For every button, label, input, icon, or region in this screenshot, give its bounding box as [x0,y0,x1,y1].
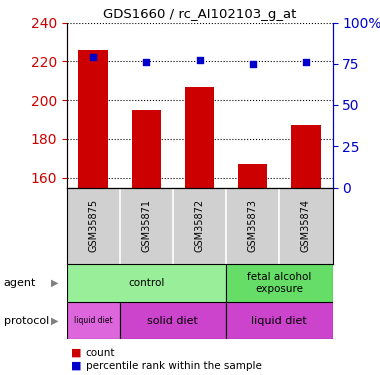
Text: protocol: protocol [4,316,49,326]
Bar [238,164,267,188]
Bar [291,125,320,188]
Text: ■: ■ [71,361,81,370]
Bar [66,264,226,302]
Bar [120,302,226,339]
Bar [131,110,161,188]
Bar [66,302,120,339]
Text: liquid diet: liquid diet [252,316,307,326]
Text: GSM35874: GSM35874 [301,200,311,252]
Text: ■: ■ [71,348,81,357]
Text: fetal alcohol
exposure: fetal alcohol exposure [247,272,312,294]
Text: agent: agent [4,278,36,288]
Text: count: count [86,348,115,357]
Point [303,59,309,65]
Point [196,57,203,63]
Bar [226,264,332,302]
Text: GSM35873: GSM35873 [248,200,258,252]
Text: liquid diet: liquid diet [74,316,112,325]
Text: GSM35875: GSM35875 [88,200,98,252]
Bar [78,50,108,188]
Text: ▶: ▶ [51,278,59,288]
Point [250,61,256,67]
Text: GSM35872: GSM35872 [195,200,204,252]
Point [90,54,96,60]
Title: GDS1660 / rc_AI102103_g_at: GDS1660 / rc_AI102103_g_at [103,8,296,21]
Bar [185,87,214,188]
Text: control: control [128,278,165,288]
Text: GSM35871: GSM35871 [141,200,151,252]
Bar [226,302,332,339]
Point [143,59,149,65]
Text: percentile rank within the sample: percentile rank within the sample [86,361,261,370]
Text: solid diet: solid diet [147,316,198,326]
Text: ▶: ▶ [51,316,59,326]
